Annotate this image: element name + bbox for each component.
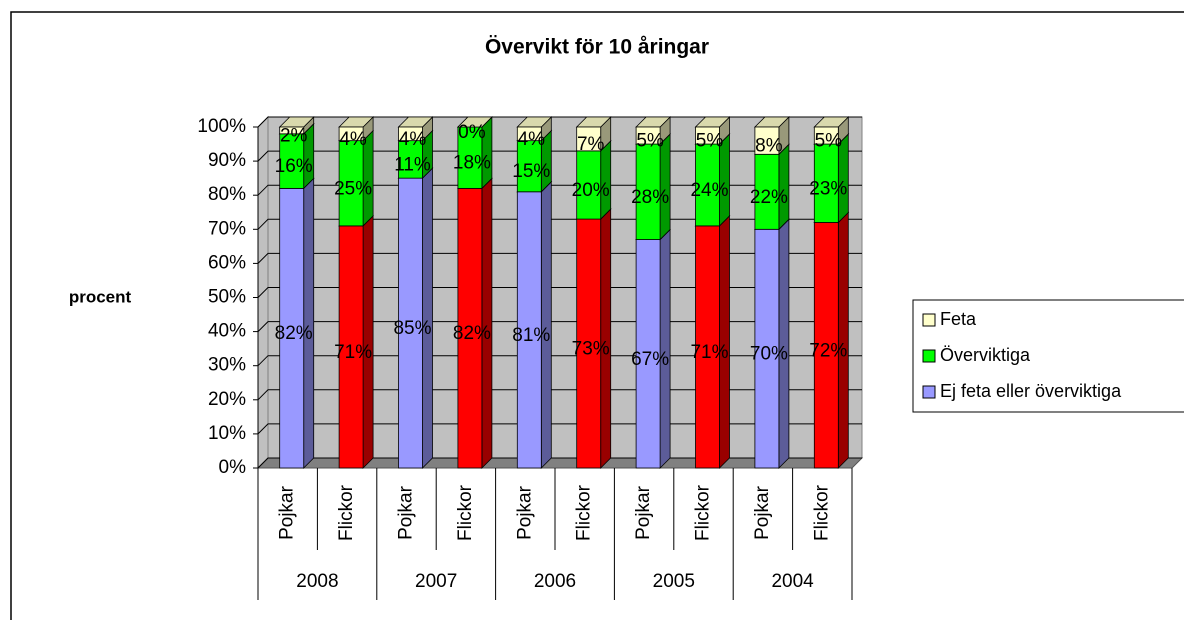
- legend-label: Ej feta eller överviktiga: [940, 381, 1122, 401]
- bar: [457, 187, 483, 469]
- x-group-label: 2008: [296, 571, 338, 592]
- bar: [754, 228, 780, 469]
- bar: [398, 126, 423, 142]
- bar: [457, 126, 483, 189]
- data-label: 82%: [275, 323, 313, 344]
- legend-key: [922, 385, 936, 399]
- y-tick-label: 30%: [208, 355, 246, 376]
- data-label: 18%: [453, 153, 491, 174]
- data-label: 20%: [572, 180, 610, 201]
- legend-box: [912, 299, 1184, 413]
- x-tick-label: Pojkar: [633, 485, 654, 540]
- y-tick-label: 100%: [197, 116, 246, 137]
- x-tick-label: Flickor: [693, 484, 714, 541]
- bar: [576, 126, 602, 152]
- data-label: 4%: [399, 129, 427, 150]
- bar: [516, 126, 542, 142]
- legend-key: [922, 349, 936, 363]
- y-tick-label: 40%: [208, 321, 246, 342]
- x-tick-label: Pojkar: [752, 485, 773, 540]
- y-tick-label: 20%: [208, 389, 246, 410]
- legend-label: Feta: [940, 309, 977, 329]
- data-label: 85%: [393, 318, 431, 339]
- data-label: 22%: [750, 187, 788, 208]
- bar: [279, 187, 305, 469]
- x-group-label: 2006: [534, 571, 576, 592]
- x-tick-label: Flickor: [336, 484, 357, 541]
- data-label: 71%: [690, 342, 728, 363]
- data-label: 7%: [577, 134, 605, 155]
- x-group-label: 2005: [653, 571, 695, 592]
- bar: [338, 140, 364, 227]
- bar: [516, 191, 542, 469]
- bar: [338, 126, 364, 142]
- data-label: 25%: [334, 178, 372, 199]
- bar-top: [456, 116, 493, 128]
- data-label: 15%: [512, 161, 550, 182]
- bar: [279, 126, 305, 135]
- y-tick-label: 90%: [208, 150, 246, 171]
- y-tick-label: 10%: [208, 423, 246, 444]
- bar: [813, 126, 839, 145]
- data-label: 5%: [636, 131, 664, 152]
- x-tick-label: Pojkar: [396, 485, 417, 540]
- y-tick-label: 80%: [208, 184, 246, 205]
- data-label: 71%: [334, 342, 372, 363]
- bar: [516, 140, 542, 193]
- bar: [338, 225, 364, 469]
- x-tick-label: Pojkar: [277, 485, 298, 540]
- data-label: 16%: [275, 156, 313, 177]
- data-label: 2%: [280, 125, 308, 146]
- y-tick-label: 70%: [208, 218, 246, 239]
- bar: [398, 140, 423, 179]
- bar: [813, 222, 839, 469]
- data-label: 82%: [453, 323, 491, 344]
- x-tick-label: Flickor: [574, 484, 595, 541]
- data-label: 24%: [690, 180, 728, 201]
- y-axis-label: procent: [69, 287, 132, 306]
- data-label: 23%: [809, 178, 847, 199]
- data-label: 73%: [572, 339, 610, 360]
- bar: [754, 126, 780, 155]
- bar: [576, 150, 602, 220]
- y-tick-label: 60%: [208, 252, 246, 273]
- data-label: 67%: [631, 349, 669, 370]
- data-label: 4%: [518, 129, 546, 150]
- bar: [635, 126, 661, 145]
- bar: [695, 143, 720, 227]
- data-label: 4%: [339, 129, 367, 150]
- data-label: 81%: [512, 325, 550, 346]
- data-label: 0%: [458, 122, 486, 143]
- data-label: 70%: [750, 344, 788, 365]
- y-tick-label: 0%: [219, 457, 247, 478]
- bar: [695, 225, 720, 469]
- legend-key: [922, 313, 936, 327]
- legend-label: Överviktiga: [940, 345, 1031, 365]
- data-label: 5%: [815, 131, 843, 152]
- x-tick-label: Pojkar: [514, 485, 535, 540]
- bar: [754, 153, 780, 230]
- chart-title: Övervikt för 10 åringar: [485, 36, 709, 59]
- x-tick-label: Flickor: [811, 484, 832, 541]
- x-group-label: 2007: [415, 571, 457, 592]
- data-label: 28%: [631, 187, 669, 208]
- data-label: 8%: [755, 136, 783, 157]
- data-label: 72%: [809, 340, 847, 361]
- data-label: 5%: [696, 131, 724, 152]
- data-label: 11%: [394, 154, 431, 175]
- y-tick-label: 50%: [208, 287, 246, 308]
- bar: [813, 143, 839, 223]
- bar: [695, 126, 720, 145]
- x-tick-label: Flickor: [455, 484, 476, 541]
- x-group-label: 2004: [771, 571, 814, 592]
